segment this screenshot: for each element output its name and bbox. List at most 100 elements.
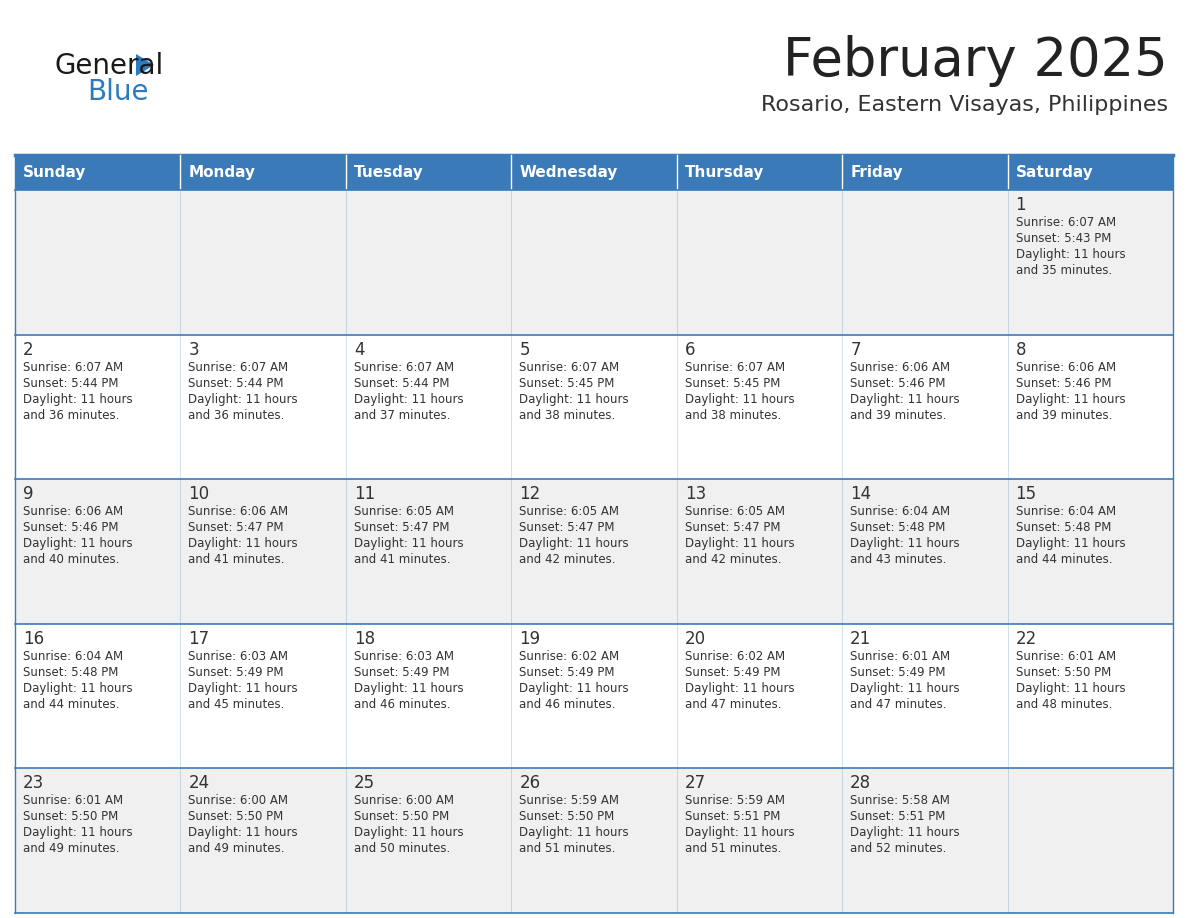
Text: and 49 minutes.: and 49 minutes.	[189, 843, 285, 856]
Text: Sunset: 5:46 PM: Sunset: 5:46 PM	[23, 521, 119, 534]
Text: and 49 minutes.: and 49 minutes.	[23, 843, 120, 856]
Bar	[15, 155, 181, 190]
Text: and 47 minutes.: and 47 minutes.	[684, 698, 782, 711]
Text: Blue: Blue	[87, 78, 148, 106]
Text: Daylight: 11 hours: Daylight: 11 hours	[519, 826, 628, 839]
Bar	[181, 155, 346, 190]
Text: Daylight: 11 hours: Daylight: 11 hours	[684, 537, 795, 550]
Text: Daylight: 11 hours: Daylight: 11 hours	[354, 682, 463, 695]
Text: Sunday: Sunday	[23, 165, 87, 180]
Text: Sunrise: 6:07 AM: Sunrise: 6:07 AM	[684, 361, 785, 374]
Text: Sunset: 5:47 PM: Sunset: 5:47 PM	[189, 521, 284, 534]
Text: Sunset: 5:48 PM: Sunset: 5:48 PM	[1016, 521, 1111, 534]
Text: 9: 9	[23, 486, 33, 503]
Text: Sunset: 5:43 PM: Sunset: 5:43 PM	[1016, 232, 1111, 245]
Text: 27: 27	[684, 775, 706, 792]
Text: Daylight: 11 hours: Daylight: 11 hours	[189, 682, 298, 695]
Text: 19: 19	[519, 630, 541, 648]
Text: Sunset: 5:49 PM: Sunset: 5:49 PM	[684, 666, 781, 678]
Bar	[677, 155, 842, 190]
Text: Sunrise: 6:01 AM: Sunrise: 6:01 AM	[23, 794, 124, 808]
Bar	[1007, 155, 1173, 190]
Text: Sunrise: 6:06 AM: Sunrise: 6:06 AM	[851, 361, 950, 374]
Text: and 50 minutes.: and 50 minutes.	[354, 843, 450, 856]
Text: Daylight: 11 hours: Daylight: 11 hours	[354, 393, 463, 406]
Text: Sunrise: 6:01 AM: Sunrise: 6:01 AM	[851, 650, 950, 663]
Text: Daylight: 11 hours: Daylight: 11 hours	[354, 537, 463, 550]
Text: 24: 24	[189, 775, 209, 792]
Text: 26: 26	[519, 775, 541, 792]
Text: 7: 7	[851, 341, 860, 359]
Text: Sunset: 5:50 PM: Sunset: 5:50 PM	[23, 811, 119, 823]
Text: and 52 minutes.: and 52 minutes.	[851, 843, 947, 856]
Text: Sunset: 5:46 PM: Sunset: 5:46 PM	[851, 376, 946, 389]
Text: Sunrise: 6:05 AM: Sunrise: 6:05 AM	[354, 505, 454, 518]
Text: 20: 20	[684, 630, 706, 648]
Text: and 42 minutes.: and 42 minutes.	[684, 554, 782, 566]
Bar	[15, 768, 1173, 913]
Text: Daylight: 11 hours: Daylight: 11 hours	[189, 537, 298, 550]
Text: Sunset: 5:49 PM: Sunset: 5:49 PM	[519, 666, 614, 678]
Text: Rosario, Eastern Visayas, Philippines: Rosario, Eastern Visayas, Philippines	[760, 95, 1168, 115]
Text: and 47 minutes.: and 47 minutes.	[851, 698, 947, 711]
Text: Sunset: 5:44 PM: Sunset: 5:44 PM	[189, 376, 284, 389]
Text: Monday: Monday	[189, 165, 255, 180]
Bar	[15, 190, 1173, 334]
Text: 23: 23	[23, 775, 44, 792]
Text: and 36 minutes.: and 36 minutes.	[23, 409, 119, 421]
Text: 11: 11	[354, 486, 375, 503]
Text: 13: 13	[684, 486, 706, 503]
Text: and 39 minutes.: and 39 minutes.	[1016, 409, 1112, 421]
Text: 12: 12	[519, 486, 541, 503]
Bar	[15, 334, 1173, 479]
Text: Sunset: 5:45 PM: Sunset: 5:45 PM	[519, 376, 614, 389]
Text: 8: 8	[1016, 341, 1026, 359]
Text: Sunset: 5:49 PM: Sunset: 5:49 PM	[354, 666, 449, 678]
Text: Sunset: 5:46 PM: Sunset: 5:46 PM	[1016, 376, 1111, 389]
Text: Sunset: 5:51 PM: Sunset: 5:51 PM	[851, 811, 946, 823]
Text: and 51 minutes.: and 51 minutes.	[684, 843, 781, 856]
Text: 17: 17	[189, 630, 209, 648]
Text: and 51 minutes.: and 51 minutes.	[519, 843, 615, 856]
Text: and 44 minutes.: and 44 minutes.	[1016, 554, 1112, 566]
Text: Sunrise: 6:04 AM: Sunrise: 6:04 AM	[1016, 505, 1116, 518]
Text: Daylight: 11 hours: Daylight: 11 hours	[519, 682, 628, 695]
Text: Sunset: 5:49 PM: Sunset: 5:49 PM	[189, 666, 284, 678]
Bar	[15, 624, 1173, 768]
Text: Daylight: 11 hours: Daylight: 11 hours	[1016, 393, 1125, 406]
Text: Sunrise: 6:07 AM: Sunrise: 6:07 AM	[519, 361, 619, 374]
Text: 5: 5	[519, 341, 530, 359]
Text: Daylight: 11 hours: Daylight: 11 hours	[851, 537, 960, 550]
Text: Daylight: 11 hours: Daylight: 11 hours	[851, 393, 960, 406]
Text: and 45 minutes.: and 45 minutes.	[189, 698, 285, 711]
Text: Daylight: 11 hours: Daylight: 11 hours	[1016, 248, 1125, 261]
Text: Sunset: 5:47 PM: Sunset: 5:47 PM	[354, 521, 449, 534]
Text: Daylight: 11 hours: Daylight: 11 hours	[684, 826, 795, 839]
Text: and 41 minutes.: and 41 minutes.	[354, 554, 450, 566]
Text: and 39 minutes.: and 39 minutes.	[851, 409, 947, 421]
Text: Sunrise: 6:06 AM: Sunrise: 6:06 AM	[189, 505, 289, 518]
Text: General: General	[55, 52, 164, 80]
Text: Sunrise: 6:00 AM: Sunrise: 6:00 AM	[189, 794, 289, 808]
Text: Daylight: 11 hours: Daylight: 11 hours	[851, 826, 960, 839]
Text: Daylight: 11 hours: Daylight: 11 hours	[684, 682, 795, 695]
Text: and 41 minutes.: and 41 minutes.	[189, 554, 285, 566]
Text: Daylight: 11 hours: Daylight: 11 hours	[851, 682, 960, 695]
Text: Sunrise: 6:02 AM: Sunrise: 6:02 AM	[519, 650, 619, 663]
Text: Daylight: 11 hours: Daylight: 11 hours	[684, 393, 795, 406]
Polygon shape	[135, 54, 154, 76]
Text: Sunset: 5:47 PM: Sunset: 5:47 PM	[519, 521, 614, 534]
Text: Sunset: 5:48 PM: Sunset: 5:48 PM	[23, 666, 119, 678]
Text: Daylight: 11 hours: Daylight: 11 hours	[23, 537, 133, 550]
Text: 4: 4	[354, 341, 365, 359]
Text: Sunset: 5:44 PM: Sunset: 5:44 PM	[23, 376, 119, 389]
Text: Saturday: Saturday	[1016, 165, 1093, 180]
Text: Sunset: 5:45 PM: Sunset: 5:45 PM	[684, 376, 781, 389]
Bar	[511, 155, 677, 190]
Text: Sunset: 5:47 PM: Sunset: 5:47 PM	[684, 521, 781, 534]
Text: Sunrise: 6:07 AM: Sunrise: 6:07 AM	[354, 361, 454, 374]
Text: Sunset: 5:50 PM: Sunset: 5:50 PM	[519, 811, 614, 823]
Text: Sunrise: 6:07 AM: Sunrise: 6:07 AM	[189, 361, 289, 374]
Text: Sunrise: 6:07 AM: Sunrise: 6:07 AM	[23, 361, 124, 374]
Text: Sunset: 5:44 PM: Sunset: 5:44 PM	[354, 376, 449, 389]
